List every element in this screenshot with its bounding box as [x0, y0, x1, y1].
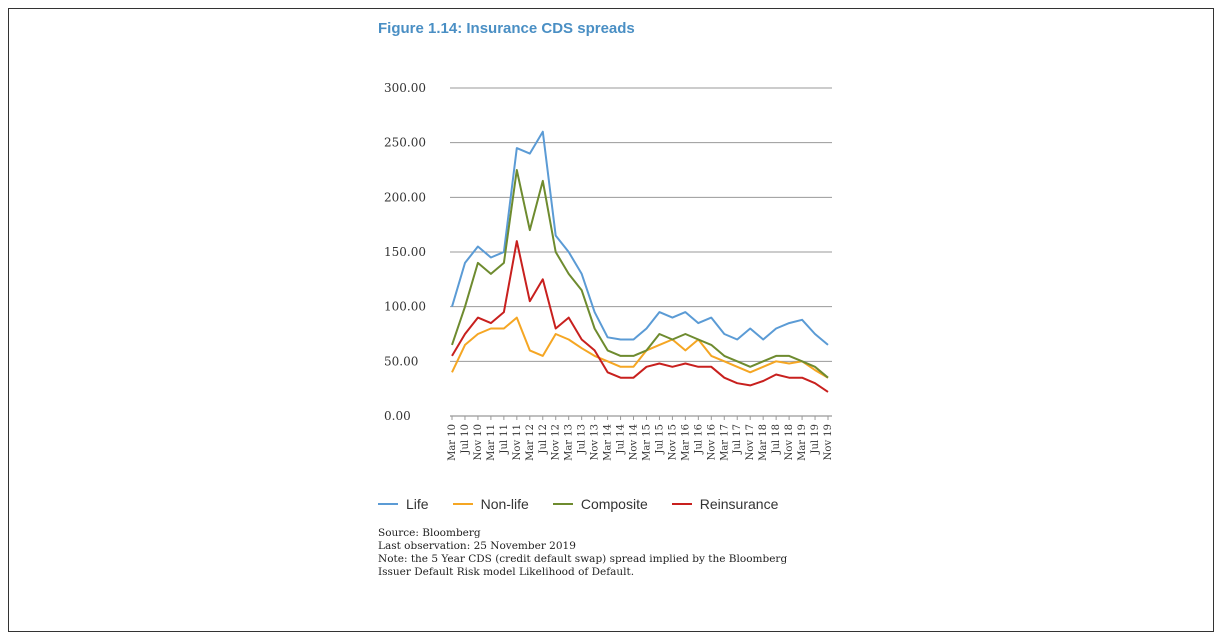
gridlines: [450, 87, 832, 417]
x-tick-label: Jul 18: [771, 424, 782, 455]
y-tick-label: 200.00: [384, 190, 426, 204]
last-observation-note: Last observation: 25 November 2019: [378, 540, 576, 552]
x-tick-label: Mar 13: [564, 424, 575, 461]
legend-item-composite: Composite: [552, 496, 648, 512]
series-line-composite: [451, 169, 829, 379]
legend-swatch-reinsurance: [671, 503, 692, 505]
x-tick-label: Jul 10: [460, 424, 471, 455]
x-tick-label: Nov 11: [512, 424, 523, 460]
x-tick-label: Nov 12: [551, 424, 562, 460]
legend-swatch-life: [378, 503, 398, 505]
x-tick-label: Jul 16: [693, 424, 704, 455]
legend-swatch-non-life: [452, 503, 473, 505]
x-tick-label: Mar 14: [603, 424, 614, 461]
figure-frame: [8, 8, 1214, 632]
x-tick-label: Nov 14: [629, 424, 640, 460]
series-line-reinsurance: [451, 240, 829, 393]
legend-label-life: Life: [406, 496, 429, 512]
legend-swatch-composite: [552, 503, 573, 505]
x-tick-label: Mar 10: [447, 424, 458, 461]
series-lines: [451, 130, 829, 393]
y-tick-label: 250.00: [384, 136, 426, 150]
y-tick-label: 150.00: [384, 245, 426, 259]
y-tick-label: 50.00: [384, 354, 418, 368]
figure-notes: Source: Bloomberg Last observation: 25 N…: [378, 527, 848, 579]
y-tick-label: 0.00: [384, 409, 411, 423]
x-tick-label: Nov 17: [745, 424, 756, 460]
x-tick-label: Mar 11: [486, 424, 497, 461]
x-tick-label: Jul 13: [577, 424, 588, 455]
y-tick-label: 300.00: [384, 81, 426, 95]
x-axis-ticks: Mar 10 Jul 10 Nov 10 Mar 11 Jul 11 Nov 11 Mar …: [447, 416, 834, 461]
note-line-2: Issuer Default Risk model Likelihood of …: [378, 566, 635, 578]
x-tick-label: Nov 18: [784, 424, 795, 460]
x-tick-label: Mar 16: [680, 424, 691, 461]
legend-label-composite: Composite: [580, 496, 648, 512]
x-tick-label: Nov 10: [473, 424, 484, 460]
x-tick-label: Mar 15: [641, 424, 652, 461]
x-tick-label: Nov 13: [590, 424, 601, 460]
y-tick-label: 100.00: [384, 300, 426, 314]
x-tick-label: Nov 19: [823, 424, 834, 460]
note-line-1: Note: the 5 Year CDS (credit default swa…: [378, 553, 788, 565]
legend-label-non-life: Non-life: [480, 496, 529, 512]
x-tick-label: Mar 19: [797, 424, 808, 461]
x-tick-label: Jul 19: [810, 424, 821, 455]
legend-label-reinsurance: Reinsurance: [699, 496, 779, 512]
x-tick-label: Nov 15: [667, 424, 678, 460]
y-axis-ticks: 0.00 50.00 100.00 150.00 200.00 250.00 300.00: [384, 81, 426, 423]
source-note: Source: Bloomberg: [378, 527, 481, 539]
series-line-non-life: [451, 316, 829, 379]
x-tick-label: Jul 12: [538, 424, 549, 455]
x-tick-label: Jul 17: [732, 424, 743, 455]
legend: Life Non-life Composite Reinsurance: [378, 496, 802, 512]
x-tick-label: Jul 15: [654, 424, 665, 455]
x-tick-label: Mar 12: [525, 424, 536, 461]
x-tick-label: Mar 18: [758, 424, 769, 461]
series-line-life: [451, 130, 829, 346]
chart-title: Figure 1.14: Insurance CDS spreads: [378, 20, 635, 37]
x-tick-label: Nov 16: [706, 424, 717, 460]
legend-item-life: Life: [378, 496, 429, 512]
x-tick-label: Jul 11: [499, 424, 510, 455]
x-tick-label: Mar 17: [719, 424, 730, 461]
x-tick-label: Jul 14: [616, 424, 627, 455]
legend-item-non-life: Non-life: [452, 496, 529, 512]
legend-item-reinsurance: Reinsurance: [671, 496, 779, 512]
